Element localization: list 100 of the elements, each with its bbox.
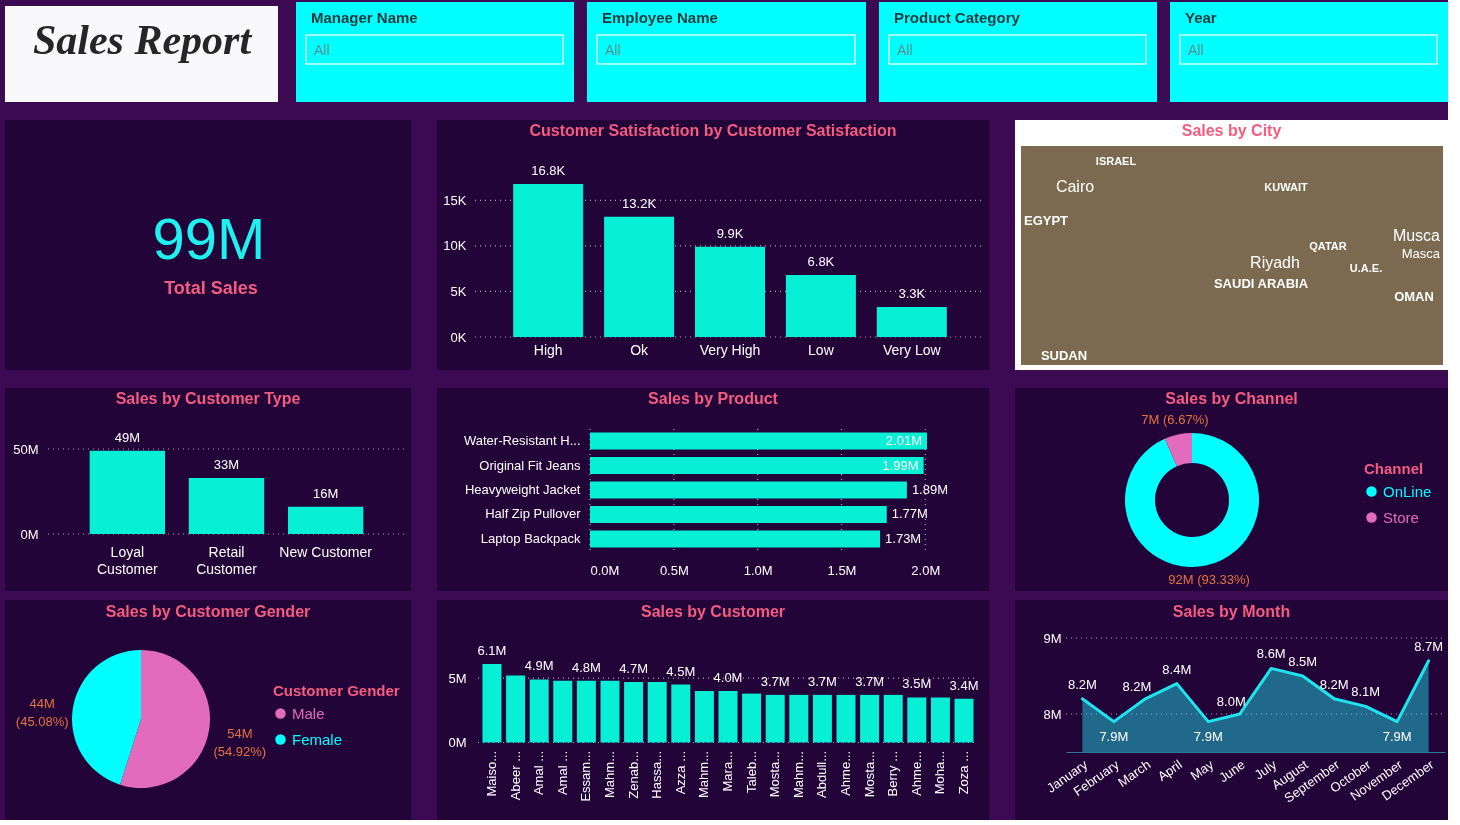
y-tick-label: Laptop Backpack bbox=[480, 531, 581, 546]
data-label: 8.2M bbox=[1319, 676, 1349, 692]
y-tick-label: 0M bbox=[448, 735, 467, 750]
data-label: 2.01M bbox=[885, 433, 922, 448]
data-label: 4.9M bbox=[524, 658, 554, 674]
text: Employee Name bbox=[602, 9, 718, 26]
text: Masca bbox=[1401, 246, 1441, 261]
data-label: 7.9M bbox=[1099, 728, 1129, 744]
data-label: 4.8M bbox=[571, 659, 601, 675]
text: KUWAIT bbox=[1264, 181, 1308, 193]
bar bbox=[529, 679, 549, 743]
text: Manager Name bbox=[311, 9, 418, 26]
x-tick-label: 1.0M bbox=[743, 562, 773, 578]
y-tick-label: Water-Resistant H... bbox=[463, 433, 581, 448]
chart-title: Sales by Product bbox=[648, 390, 779, 407]
x-tick-label: Ahme... bbox=[908, 751, 924, 796]
bar bbox=[287, 506, 364, 534]
data-label: 9.9K bbox=[716, 225, 744, 241]
data-label: 8.5M bbox=[1288, 654, 1318, 669]
y-tick-label: 0M bbox=[20, 526, 39, 542]
bar bbox=[513, 184, 584, 337]
x-tick-label: 2.0M bbox=[911, 562, 941, 578]
data-label: 1.77M bbox=[891, 506, 928, 522]
legend-label: Male bbox=[292, 704, 325, 722]
bar bbox=[188, 477, 265, 534]
legend-title: Customer Gender bbox=[273, 682, 400, 699]
y-tick-label: Half Zip Pullover bbox=[485, 506, 582, 522]
donut-slice bbox=[1164, 433, 1192, 467]
x-tick-label: Mahm... bbox=[601, 751, 617, 798]
y-tick-label: 8M bbox=[1043, 706, 1062, 722]
bar bbox=[812, 694, 832, 743]
legend-label: OnLine bbox=[1383, 482, 1432, 500]
bar bbox=[590, 432, 927, 450]
x-tick-label: June bbox=[1216, 756, 1248, 786]
data-label: 4.0M bbox=[713, 670, 743, 686]
bar bbox=[695, 246, 765, 337]
chart-title: Sales by Customer bbox=[640, 603, 786, 620]
x-tick-label: Essam... bbox=[578, 751, 594, 802]
data-label: 8.2M bbox=[1122, 678, 1152, 694]
bar bbox=[789, 694, 809, 743]
data-label: 7.9M bbox=[1382, 728, 1412, 744]
data-label: 3.4M bbox=[949, 677, 979, 693]
data-label: 4.5M bbox=[666, 663, 696, 679]
bar bbox=[89, 450, 166, 534]
data-label: 13.2K bbox=[622, 195, 657, 211]
bar bbox=[482, 664, 502, 743]
data-label: 8.7M bbox=[1414, 638, 1444, 654]
text: 99M bbox=[152, 206, 266, 271]
legend-label: Female bbox=[292, 730, 343, 748]
x-tick-label: New Customer bbox=[279, 543, 373, 560]
data-label: 16.8K bbox=[531, 163, 566, 178]
y-tick-label: Original Fit Jeans bbox=[479, 457, 581, 473]
data-label: 49M bbox=[114, 429, 140, 445]
data-label: 3.7M bbox=[760, 673, 790, 689]
data-label: 6.8K bbox=[807, 254, 835, 270]
bar bbox=[590, 481, 907, 499]
bar bbox=[553, 680, 573, 743]
legend-title: Channel bbox=[1364, 460, 1424, 477]
bar bbox=[671, 684, 691, 743]
x-tick-label: Abdull... bbox=[814, 751, 830, 798]
data-label: 92M (93.33%) bbox=[1168, 572, 1250, 588]
bar bbox=[590, 530, 881, 548]
text: Cairo bbox=[1055, 178, 1095, 195]
x-tick-label: 1.5M bbox=[827, 562, 857, 578]
chart-title: Sales by Customer Type bbox=[115, 390, 301, 407]
y-tick-label: 10K bbox=[443, 238, 467, 254]
text: EGYPT bbox=[1023, 213, 1069, 228]
y-tick-label: 0K bbox=[450, 329, 467, 345]
data-label: 8.0M bbox=[1216, 694, 1246, 709]
donut-slice bbox=[1125, 433, 1259, 567]
x-tick-label: 0.5M bbox=[659, 562, 689, 578]
data-label: 3.5M bbox=[902, 676, 932, 692]
x-tick-label: Moha... bbox=[932, 751, 948, 795]
x-tick-label: Retail Customer bbox=[196, 543, 258, 577]
data-label: 1.99M bbox=[882, 457, 919, 473]
data-label: 16M bbox=[313, 485, 339, 501]
text: All bbox=[897, 42, 913, 58]
x-tick-label: Ok bbox=[630, 341, 650, 358]
x-tick-label: Mahm... bbox=[696, 751, 712, 798]
bar bbox=[742, 693, 762, 743]
x-tick-label: High bbox=[533, 341, 563, 358]
bar bbox=[590, 505, 887, 524]
bar bbox=[930, 697, 950, 743]
x-tick-label: 0.0M bbox=[590, 562, 620, 578]
x-tick-label: Very High bbox=[699, 341, 761, 358]
x-tick-label: Mosta... bbox=[861, 751, 877, 798]
bar bbox=[765, 694, 785, 743]
bar bbox=[883, 694, 903, 743]
data-label: 8.1M bbox=[1351, 684, 1381, 700]
bar bbox=[907, 697, 927, 743]
text: Musca bbox=[1392, 227, 1441, 244]
y-tick-label: 50M bbox=[13, 441, 39, 457]
data-label: 1.89M bbox=[911, 482, 949, 497]
text: ISRAEL bbox=[1095, 155, 1137, 167]
y-tick-label: 5K bbox=[450, 283, 467, 299]
text: Year bbox=[1185, 9, 1217, 26]
bar bbox=[506, 675, 526, 743]
bar bbox=[590, 456, 924, 475]
x-tick-label: Zenab... bbox=[625, 751, 641, 799]
legend-label: Store bbox=[1383, 508, 1419, 526]
